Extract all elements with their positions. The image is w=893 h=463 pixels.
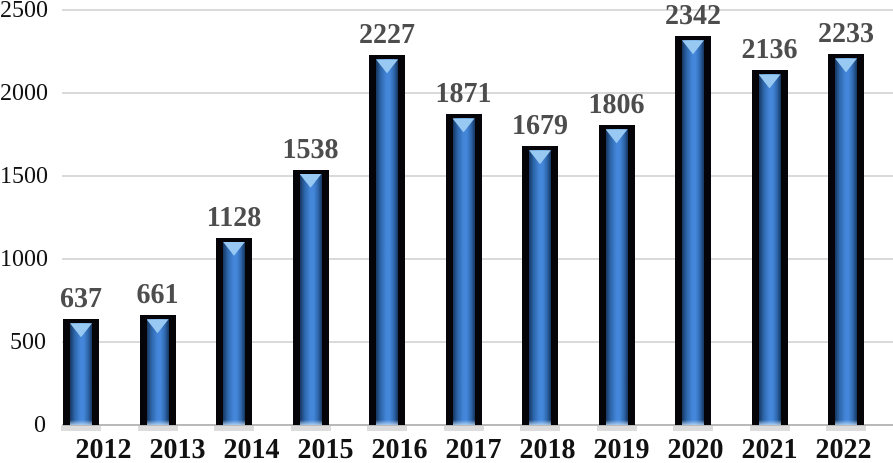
bar-base-shadow (367, 426, 407, 431)
bar-base-shadow (520, 426, 560, 431)
x-axis-category-label: 2020 (667, 434, 724, 463)
bar-top-shine (146, 319, 169, 334)
x-axis-category-label: 2019 (593, 434, 650, 463)
bar-base-shadow (826, 426, 866, 431)
bar-base-shadow (749, 426, 790, 431)
x-axis-category-label: 2016 (371, 434, 428, 463)
bar (522, 146, 558, 425)
bar (369, 55, 405, 425)
bar (751, 70, 788, 425)
bar-value-label: 1871 (435, 78, 492, 110)
bar-top-shine (682, 40, 704, 55)
gridline (62, 92, 893, 94)
bar-value-label: 661 (136, 279, 179, 311)
bar-group: 2227 2016 (347, 0, 428, 463)
x-axis-category-label: 2014 (223, 434, 280, 463)
bar (292, 169, 329, 426)
bar (598, 125, 635, 425)
bar-value-label: 2136 (741, 34, 798, 66)
x-axis-category-label: 2015 (297, 434, 354, 463)
bar-base-shadow (137, 426, 178, 431)
bar-group: 1806 2019 (577, 0, 657, 463)
bar-top-shine (70, 323, 92, 338)
y-axis-tick-label: 1000 (0, 246, 48, 272)
x-axis-category-label: 2013 (149, 434, 206, 463)
bar-group: 1538 2015 (271, 0, 354, 463)
bar-top-shine (835, 58, 857, 73)
gridline (62, 424, 893, 426)
bar-group: 637 2012 (41, 0, 132, 463)
bar-value-label: 1538 (282, 133, 339, 165)
bar-group: 1128 2014 (194, 0, 280, 463)
bar-base-shadow (673, 426, 713, 431)
bar-group: 2342 2020 (653, 0, 733, 463)
bar-value-label: 2227 (359, 19, 415, 51)
y-axis-tick-label: 1500 (0, 163, 48, 189)
y-axis-tick-label: 2500 (0, 0, 48, 23)
bar-group: 1679 2018 (500, 0, 580, 463)
bar-value-label: 637 (60, 283, 102, 315)
bar-value-label: 2233 (818, 18, 874, 50)
y-axis-tick-label: 0 (34, 412, 46, 438)
bar-value-label: 2342 (665, 0, 721, 32)
bar-top-shine (529, 150, 551, 165)
bar-group: 1871 2017 (424, 0, 504, 463)
bar-top-shine (758, 74, 781, 89)
bar-base-shadow (443, 426, 484, 431)
bar-base-shadow (214, 426, 254, 431)
bar-base-shadow (290, 426, 331, 431)
y-axis-tick-label: 500 (10, 329, 46, 355)
x-axis-category-label: 2022 (815, 434, 872, 463)
bar-top-shine (452, 118, 475, 133)
bar-top-shine (299, 173, 322, 188)
x-axis-category-label: 2018 (519, 434, 576, 463)
bar-group: 2136 2021 (730, 0, 810, 463)
bar-value-label: 1679 (512, 110, 568, 142)
bar-top-shine (605, 129, 628, 144)
y-axis-tick-label: 2000 (0, 80, 48, 106)
x-axis-category-label: 2012 (75, 434, 132, 463)
bar-base-shadow (596, 426, 637, 431)
bar-value-label: 1806 (588, 89, 645, 121)
bar (139, 315, 176, 425)
bar-top-shine (223, 241, 245, 256)
gridline (62, 9, 893, 11)
bar (63, 319, 99, 425)
bar-base-shadow (61, 426, 101, 431)
bar-value-label: 1128 (206, 201, 262, 233)
bar (675, 36, 711, 425)
bar (216, 237, 252, 426)
x-axis-category-label: 2017 (445, 434, 502, 463)
bar-group: 661 2013 (118, 0, 206, 463)
bar (445, 114, 482, 425)
x-axis-category-label: 2021 (741, 434, 798, 463)
bar (828, 54, 864, 425)
bar-top-shine (376, 59, 398, 74)
bar-group: 2233 2022 (806, 0, 886, 463)
